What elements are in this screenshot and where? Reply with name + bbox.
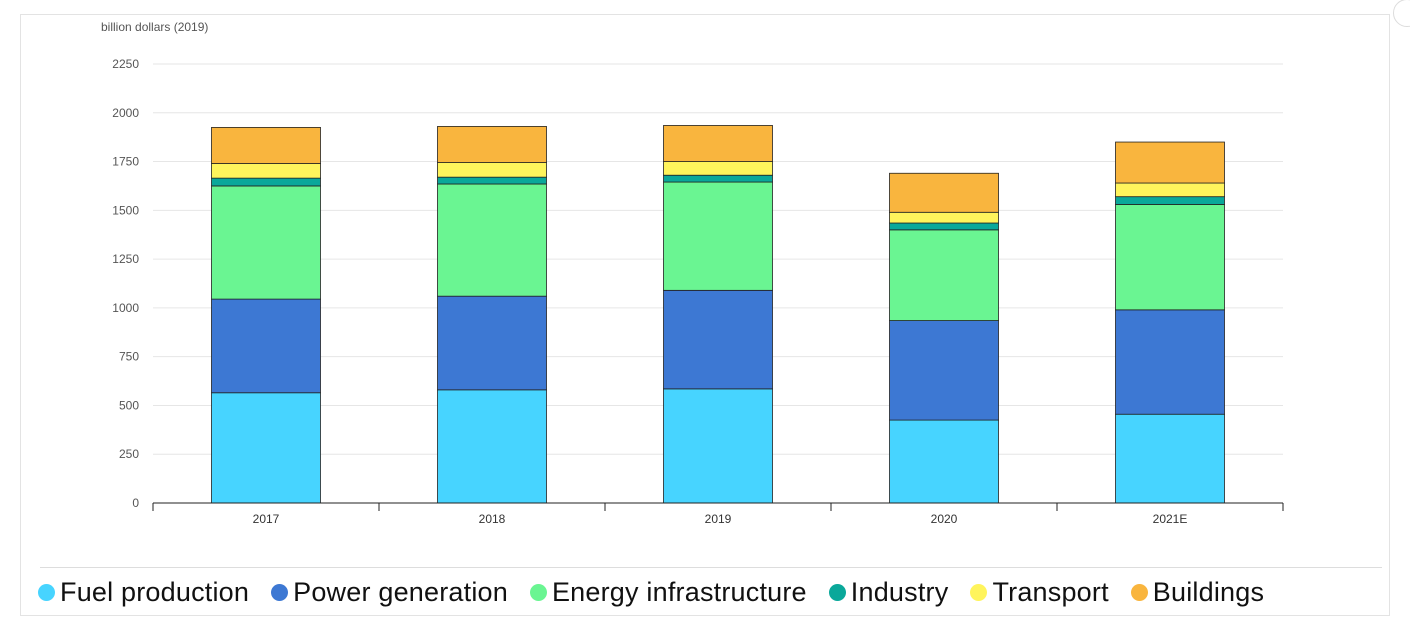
bar-segment [1115,309,1225,415]
legend-item: Energy infrastructure [529,576,807,608]
x-tick-label: 2020 [931,512,958,526]
bar-segment [1115,182,1225,198]
bar-segment [1115,141,1225,184]
chart-frame [20,0,1410,616]
y-axis-label: billion dollars (2019) [101,20,209,34]
bar-segment [1115,196,1225,205]
legend-swatch-icon [529,583,547,601]
legend-swatch-icon [271,583,289,601]
x-tick-label: 2018 [479,512,506,526]
bar-segment [211,392,321,504]
bar-segment [211,177,321,187]
legend-label: Transport [992,576,1109,607]
bar-segment [663,174,773,183]
x-tick-label: 2017 [253,512,280,526]
legend-swatch-icon [828,583,846,601]
legend-label: Energy infrastructure [551,576,807,607]
legend-label: Industry [850,576,949,607]
y-tick-label: 2250 [112,57,139,71]
bar-segment [889,419,999,504]
bar-segment [1115,204,1225,311]
bar-segment [663,388,773,504]
y-tick-label: 1000 [112,301,139,315]
legend-swatch-icon [970,583,988,601]
bar-segment [211,185,321,300]
y-tick-label: 1750 [112,155,139,169]
x-tick-label: 2021E [1153,512,1188,526]
bar-segment [889,172,999,213]
y-tick-label: 500 [119,398,139,412]
legend-item: Power generation [271,577,508,608]
bar-segment [211,163,321,179]
y-tick-label: 1500 [112,203,139,217]
legend-item: Transport [970,576,1109,608]
y-tick-label: 750 [119,350,139,364]
legend-item: Fuel production [38,577,249,608]
legend-swatch-icon [38,583,55,601]
frame-bottom-border [20,615,1390,616]
bar-segment [663,125,773,162]
bar-segment [889,320,999,421]
bar-segment [211,127,321,164]
bar-segment [437,183,547,297]
y-tick-label: 1250 [112,252,139,266]
bar-segment [437,176,547,185]
legend-item: Industry [828,576,949,608]
y-tick-label: 250 [119,447,139,461]
legend-swatch-icon [1130,583,1148,601]
bar-segment [663,161,773,176]
y-tick-label: 2000 [112,106,139,120]
bar-segment [211,298,321,394]
legend-label: Buildings [1152,576,1265,607]
chart-legend: Fuel production Power generation Energy in… [38,572,1286,612]
bar-segment [437,162,547,178]
legend-label: Power generation [293,576,508,607]
legend-label: Fuel production [60,576,250,607]
x-tick-label: 2019 [705,512,732,526]
bar-segment [889,229,999,321]
bar-segment [437,389,547,504]
bar-segment [889,222,999,231]
legend-item: Buildings [1130,576,1265,608]
bar-segment [889,211,999,224]
bar-segment [437,295,547,391]
bar-segment [1115,413,1225,504]
y-tick-label: 0 [132,496,139,510]
bar-segment [663,289,773,390]
bar-segment [663,181,773,291]
bar-segment [437,126,547,163]
legend-separator [40,567,1382,568]
